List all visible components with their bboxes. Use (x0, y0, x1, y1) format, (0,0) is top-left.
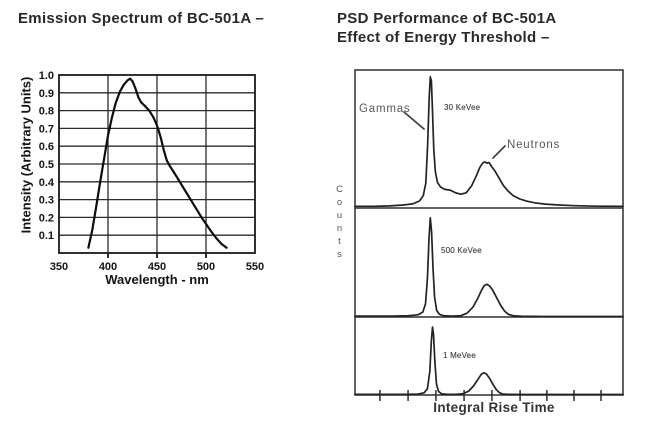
x-tick-label: 350 (50, 261, 68, 273)
emission-spectrum-plot: 350 400 450 500 550 0.1 0.2 0.3 0.4 0.5 0.6 0.7 0.8 0… (39, 70, 264, 273)
psd-curve-panel-3 (354, 326, 624, 396)
emission-x-axis-label: Wavelength - nm (105, 272, 209, 287)
psd-chart-title: PSD Performance of BC-501A Effect of Ene… (337, 9, 557, 47)
y-tick-label: 1.0 (39, 70, 54, 82)
psd-curve-panel-1 (354, 76, 624, 208)
emission-chart-title: Emission Spectrum of BC-501A – (18, 10, 265, 27)
neutrons-pointer-line (492, 145, 506, 159)
gammas-pointer-line (403, 111, 425, 130)
emission-curve (87, 77, 228, 249)
y-tick-label: 0.1 (39, 230, 54, 242)
psd-x-axis-label: Integral Rise Time (433, 400, 555, 415)
y-tick-label: 0.5 (39, 159, 54, 171)
y-tick-label: 0.9 (39, 88, 54, 100)
psd-chart-title-line1: PSD Performance of BC-501A (337, 10, 557, 27)
y-tick-label: 0.7 (39, 123, 54, 135)
x-tick-label: 550 (246, 261, 264, 273)
psd-performance-plot (354, 69, 624, 401)
psd-curve-panel-2 (354, 216, 624, 318)
psd-y-axis-label: Counts (334, 184, 345, 262)
psd-border (354, 69, 624, 396)
threshold-label-1mevee: 1 MeVee (443, 351, 476, 360)
y-tick-label: 0.3 (39, 195, 54, 207)
threshold-label-30kevee: 30 KeVee (444, 103, 481, 112)
x-tick-label: 450 (148, 261, 166, 273)
y-tick-label: 0.8 (39, 106, 54, 118)
threshold-label-500kevee: 500 KeVee (441, 246, 482, 255)
psd-chart-title-line2: Effect of Energy Threshold – (337, 29, 550, 46)
emission-y-axis-label: Intensity (Arbitrary Units) (18, 76, 34, 234)
y-tick-label: 0.6 (39, 141, 54, 153)
x-tick-label: 500 (197, 261, 215, 273)
y-tick-label: 0.4 (39, 177, 55, 189)
y-tick-label: 0.2 (39, 212, 54, 224)
gammas-annotation: Gammas (359, 103, 411, 115)
neutrons-annotation: Neutrons (507, 139, 561, 151)
x-tick-label: 400 (99, 261, 117, 273)
